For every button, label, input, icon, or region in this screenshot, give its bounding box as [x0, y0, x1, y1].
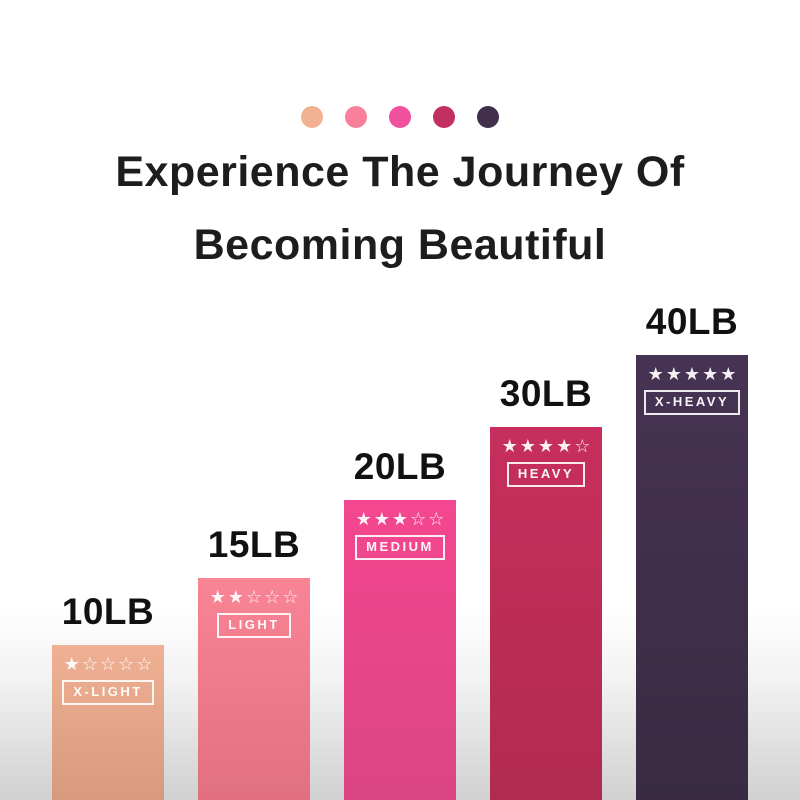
chart-column: 15LB ★★☆☆☆ LIGHT: [198, 526, 310, 800]
resistance-bar: ★☆☆☆☆ X-LIGHT: [52, 645, 164, 800]
resistance-bar: ★★★☆☆ MEDIUM: [344, 500, 456, 800]
star-rating: ★☆☆☆☆: [63, 654, 155, 675]
level-label: X-HEAVY: [643, 390, 741, 415]
palette-dot-3: [389, 106, 411, 128]
bar-weight-label: 40LB: [645, 301, 739, 342]
level-label: X-LIGHT: [62, 680, 154, 705]
palette-dot-2: [345, 106, 367, 128]
star-rating: ★★☆☆☆: [209, 587, 301, 608]
star-rating: ★★★★☆: [501, 436, 593, 457]
color-palette-row: [0, 106, 800, 128]
level-label: MEDIUM: [355, 535, 445, 560]
title-line-1: Experience The Journey Of: [115, 148, 685, 196]
resistance-bar: ★★★★☆ HEAVY: [490, 427, 602, 800]
bar-weight-label: 10LB: [61, 591, 155, 632]
palette-dot-4: [433, 106, 455, 128]
palette-dot-1: [301, 106, 323, 128]
level-label: HEAVY: [506, 462, 586, 487]
chart-column: 10LB ★☆☆☆☆ X-LIGHT: [52, 593, 164, 800]
palette-dot-5: [477, 106, 499, 128]
chart-column: 30LB ★★★★☆ HEAVY: [490, 375, 602, 800]
resistance-bar: ★★☆☆☆ LIGHT: [198, 578, 310, 800]
chart-column: 40LB ★★★★★ X-HEAVY: [636, 303, 748, 800]
resistance-bar: ★★★★★ X-HEAVY: [636, 355, 748, 800]
star-rating: ★★★☆☆: [355, 509, 447, 530]
chart-column: 20LB ★★★☆☆ MEDIUM: [344, 448, 456, 800]
title-line-2: Becoming Beautiful: [193, 221, 607, 269]
level-label: LIGHT: [217, 613, 291, 638]
bar-weight-label: 15LB: [207, 524, 301, 565]
page-title: Experience The Journey Of Becoming Beaut…: [0, 148, 800, 269]
bar-weight-label: 30LB: [499, 373, 593, 414]
star-rating: ★★★★★: [647, 364, 739, 385]
bar-weight-label: 20LB: [353, 446, 447, 487]
